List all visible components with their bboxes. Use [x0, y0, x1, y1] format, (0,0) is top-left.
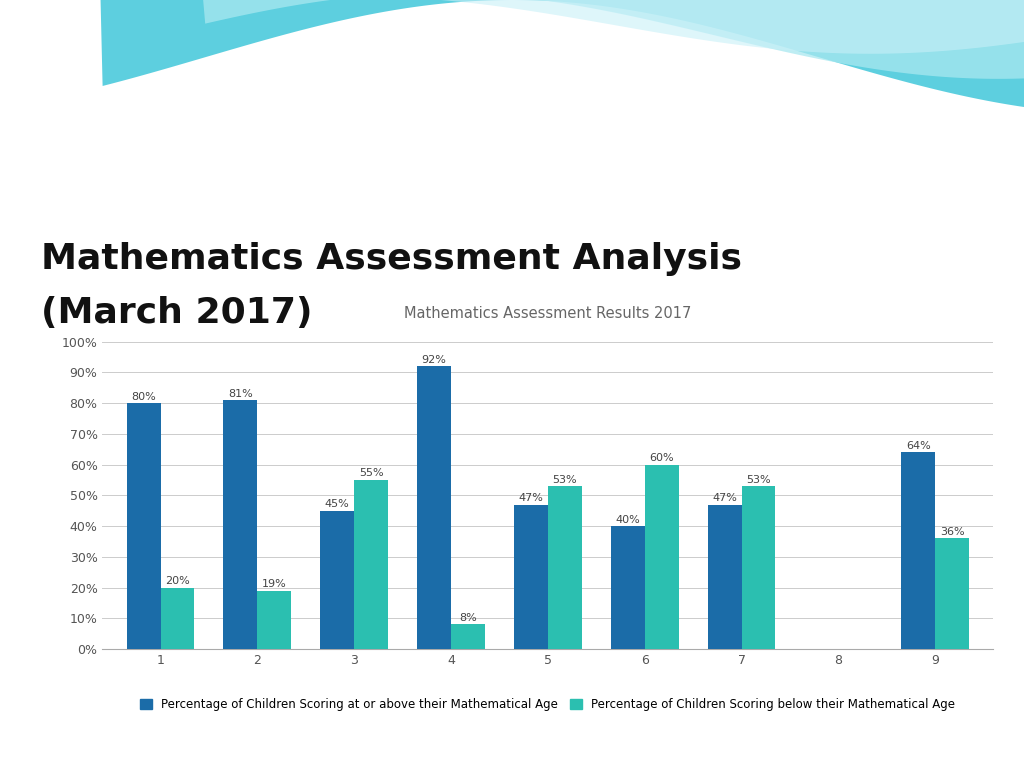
- Bar: [610, 526, 645, 649]
- Title: Mathematics Assessment Results 2017: Mathematics Assessment Results 2017: [404, 306, 691, 321]
- Bar: [223, 400, 257, 649]
- Text: 36%: 36%: [940, 527, 965, 537]
- Bar: [451, 624, 485, 649]
- Text: 40%: 40%: [615, 515, 640, 525]
- Bar: [257, 591, 291, 649]
- Text: 92%: 92%: [422, 355, 446, 365]
- Bar: [161, 588, 195, 649]
- Bar: [548, 486, 582, 649]
- Text: 55%: 55%: [358, 468, 383, 478]
- Text: 45%: 45%: [325, 499, 349, 509]
- Bar: [935, 538, 969, 649]
- Text: 19%: 19%: [262, 579, 287, 589]
- Bar: [901, 452, 935, 649]
- Text: 80%: 80%: [131, 392, 156, 402]
- Bar: [645, 465, 679, 649]
- Legend: Percentage of Children Scoring at or above their Mathematical Age, Percentage of: Percentage of Children Scoring at or abo…: [135, 694, 961, 716]
- Text: 81%: 81%: [228, 389, 253, 399]
- Text: 47%: 47%: [712, 493, 737, 503]
- Bar: [741, 486, 775, 649]
- Polygon shape: [0, 0, 1024, 79]
- Text: 20%: 20%: [165, 576, 189, 586]
- Bar: [514, 505, 548, 649]
- Text: 8%: 8%: [459, 613, 477, 623]
- Bar: [127, 403, 161, 649]
- Text: (March 2017): (March 2017): [41, 296, 312, 329]
- Bar: [321, 511, 354, 649]
- Polygon shape: [0, 0, 1024, 54]
- Text: 53%: 53%: [553, 475, 578, 485]
- Polygon shape: [0, 0, 1024, 107]
- Bar: [417, 366, 451, 649]
- Bar: [354, 480, 388, 649]
- Text: Mathematics Assessment Analysis: Mathematics Assessment Analysis: [41, 242, 742, 276]
- Text: 47%: 47%: [518, 493, 544, 503]
- Bar: [708, 505, 741, 649]
- Text: 64%: 64%: [906, 441, 931, 451]
- Text: 60%: 60%: [649, 453, 674, 463]
- Text: 53%: 53%: [746, 475, 771, 485]
